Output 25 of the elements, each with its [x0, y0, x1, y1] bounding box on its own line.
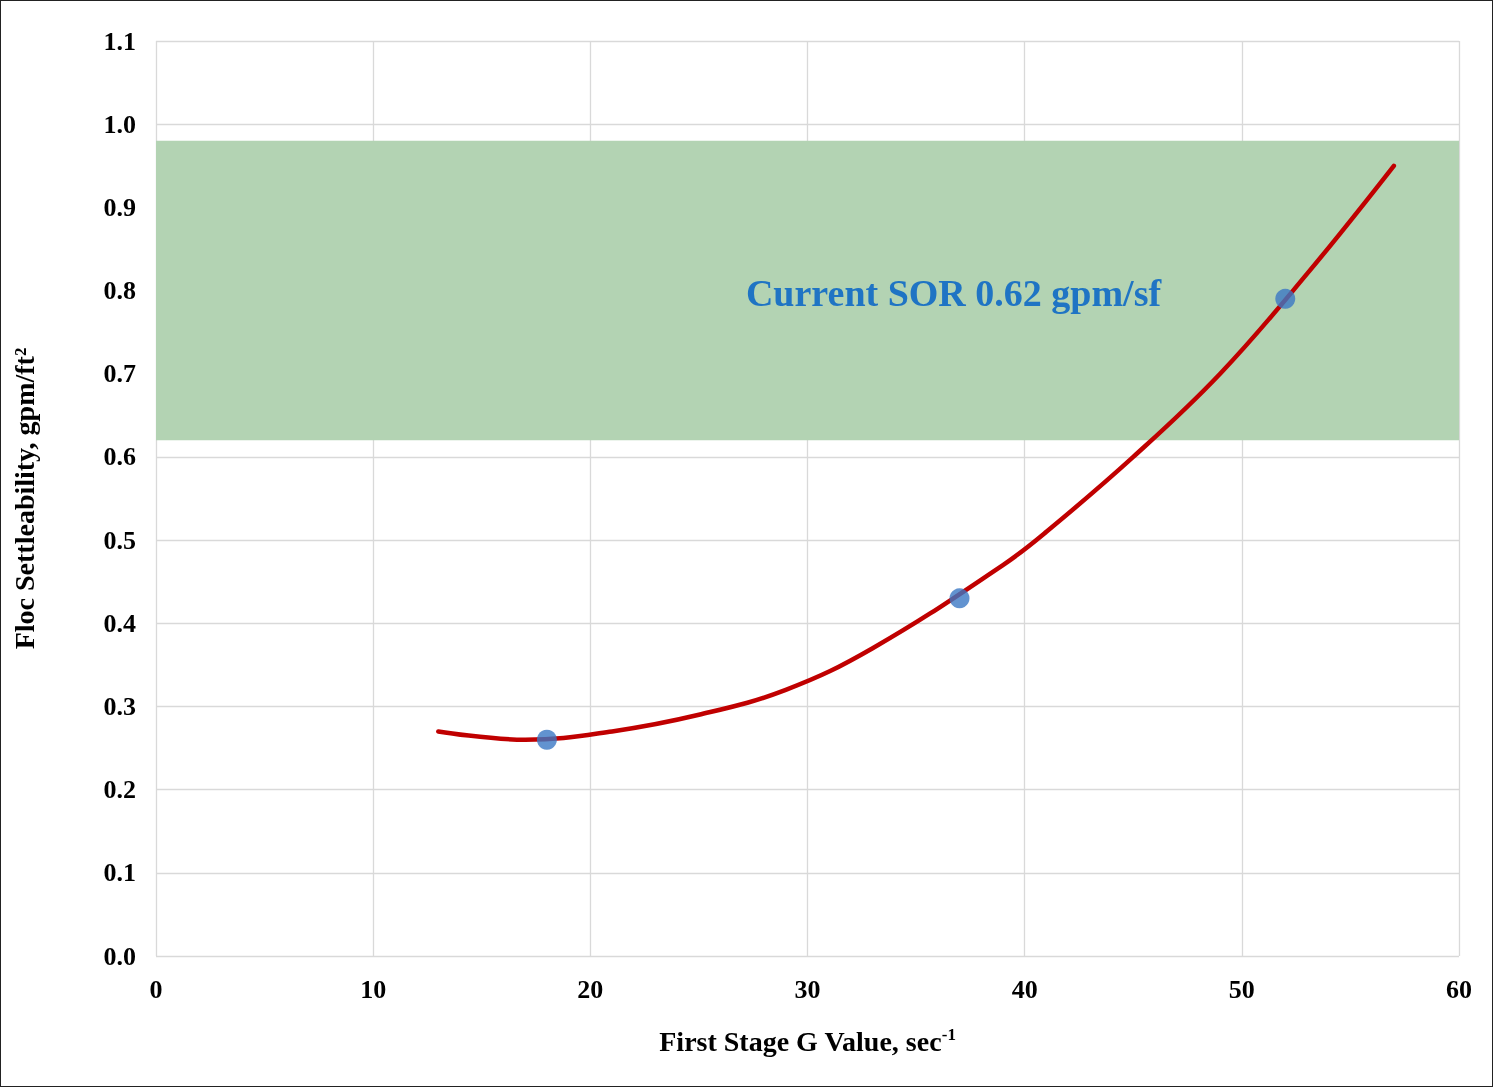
point	[536, 729, 557, 750]
y-tick-label: 1.0	[103, 109, 136, 139]
y-tick-label: 0.1	[103, 858, 136, 888]
y-tick-label: 0.4	[103, 608, 136, 638]
point	[1275, 288, 1296, 309]
x-tick-label: 40	[1011, 974, 1038, 1004]
y-tick-label: 0.9	[103, 192, 136, 222]
x-tick-label: 10	[360, 974, 387, 1004]
y-tick-label: 1.1	[103, 26, 136, 56]
y-tick-label: 0.7	[103, 359, 136, 389]
point	[949, 588, 970, 609]
x-tick-label: 0	[149, 974, 163, 1004]
y-tick-label: 0.6	[103, 442, 136, 472]
x-tick-label: 60	[1446, 974, 1472, 1004]
y-tick-label: 0.3	[103, 691, 136, 721]
y-tick-label: 0.2	[103, 775, 136, 805]
line-series	[436, 163, 1397, 742]
y-tick-label: 0.8	[103, 276, 136, 306]
x-tick-label: 50	[1228, 974, 1255, 1004]
x-tick-label: 20	[577, 974, 604, 1004]
band-label: Current SOR 0.62 gpm/sf	[745, 271, 1163, 314]
y-tick-label: 0.5	[103, 525, 136, 555]
y-axis-title: Floc Settleability, gpm/ft²	[8, 347, 40, 650]
x-tick-label: 30	[794, 974, 821, 1004]
y-tick-label: 0.0	[103, 941, 136, 971]
